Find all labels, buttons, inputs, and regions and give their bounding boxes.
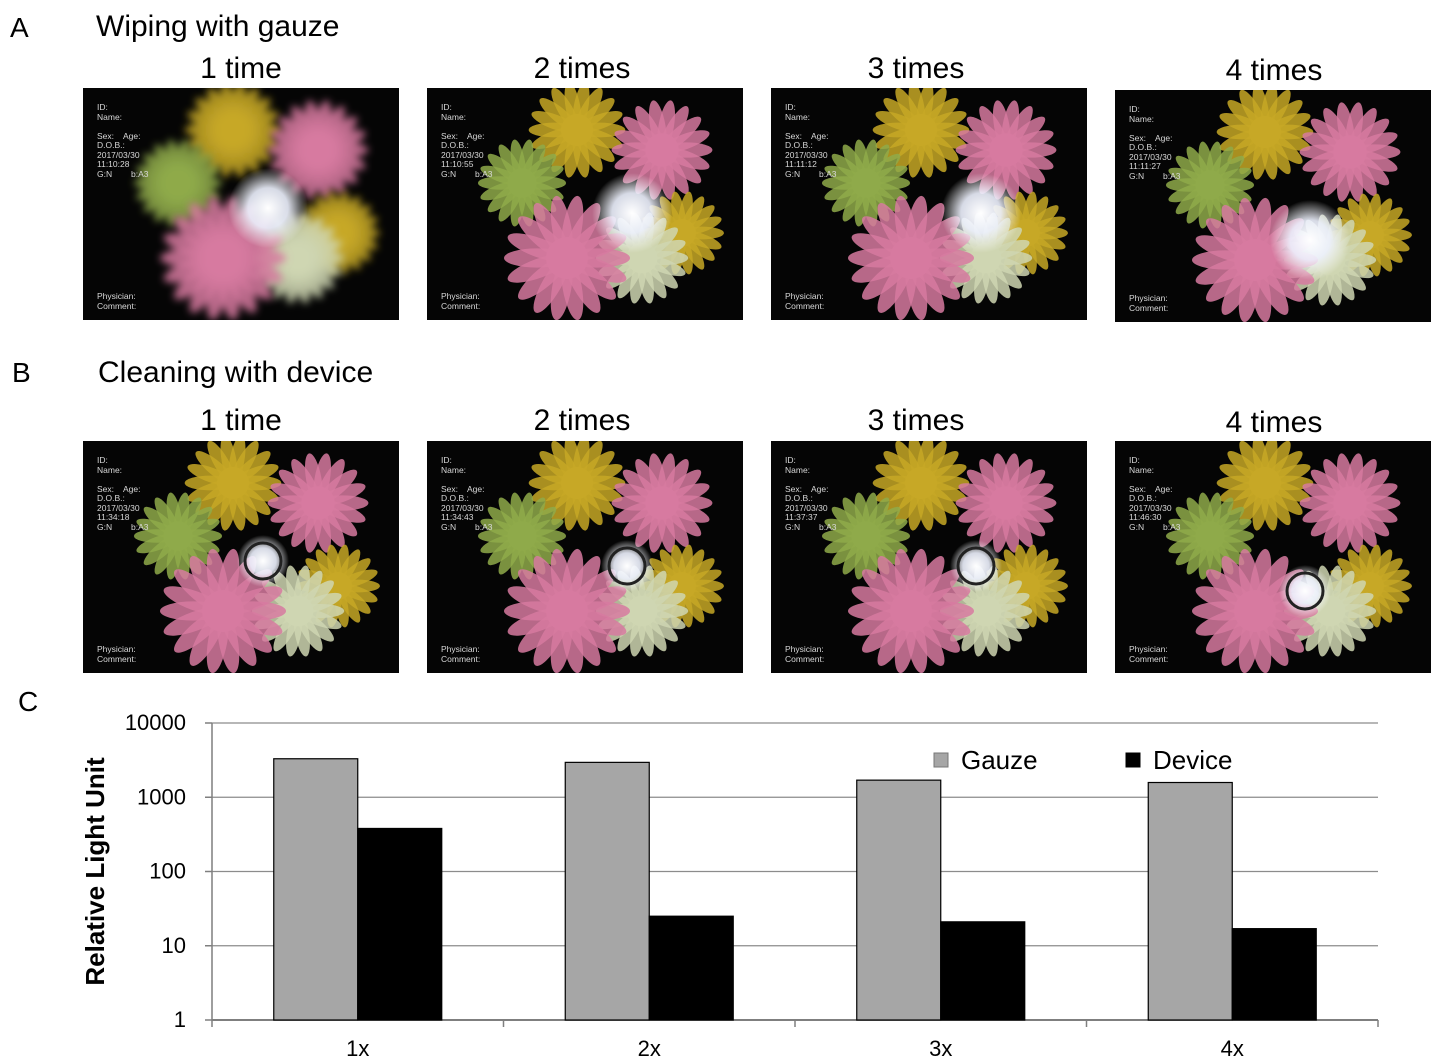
frame-overlay-text: ID: Name: Sex: Age: D.O.B.: 2017/03/30 1… — [1129, 104, 1181, 181]
panel-a-frame-3: ID: Name: Sex: Age: D.O.B.: 2017/03/30 1… — [771, 88, 1087, 320]
frame-overlay-text: ID: Name: Sex: Age: D.O.B.: 2017/03/30 1… — [1129, 455, 1181, 532]
panel-letter-a: A — [10, 12, 29, 43]
panel-b-frame-2: ID: Name: Sex: Age: D.O.B.: 2017/03/30 1… — [427, 441, 743, 673]
y-tick-label: 10 — [162, 933, 186, 958]
panel-b-frame-1: ID: Name: Sex: Age: D.O.B.: 2017/03/30 1… — [83, 441, 399, 673]
panel-b-frame-4: ID: Name: Sex: Age: D.O.B.: 2017/03/30 1… — [1115, 441, 1431, 673]
frame-overlay-text: ID: Name: Sex: Age: D.O.B.: 2017/03/30 1… — [441, 455, 493, 532]
frame-overlay-text: ID: Name: Sex: Age: D.O.B.: 2017/03/30 1… — [441, 102, 493, 179]
legend-label-gauze: Gauze — [961, 745, 1038, 775]
flower-scene — [133, 441, 380, 673]
legend-label-device: Device — [1153, 745, 1232, 775]
bar-gauze-4x — [1147, 781, 1233, 1021]
frame-footer-text: Physician: Comment: — [1129, 644, 1169, 664]
flower-scene — [1165, 90, 1412, 322]
legend-swatch-device — [1125, 752, 1141, 768]
panel-b-label-3: 3 times — [867, 404, 965, 437]
y-tick-label: 10000 — [125, 710, 186, 735]
bar-device-3x — [940, 921, 1026, 1021]
y-tick-label: 100 — [149, 859, 186, 884]
y-axis-label: Relative Light Unit — [80, 757, 110, 986]
legend-swatch-gauze — [933, 752, 949, 768]
flower-scene — [821, 441, 1068, 673]
x-tick-label: 3x — [929, 1036, 952, 1059]
panel-b-frame-3: ID: Name: Sex: Age: D.O.B.: 2017/03/30 1… — [771, 441, 1087, 673]
frame-overlay-text: ID: Name: Sex: Age: D.O.B.: 2017/03/30 1… — [785, 102, 837, 179]
panel-b-label-4: 4 times — [1225, 406, 1323, 439]
bar-device-2x — [648, 915, 734, 1021]
frame-footer-text: Physician: Comment: — [441, 644, 481, 664]
bar-chart: 1 10 100 1000 10000 Relative Light Unit 1x 2x 3x… — [80, 710, 1379, 1059]
y-tick-label: 1 — [174, 1007, 186, 1032]
panel-a-label-4: 4 times — [1225, 54, 1323, 87]
frame-footer-text: Physician: Comment: — [97, 644, 137, 664]
panel-a-label-3: 3 times — [867, 52, 965, 85]
x-tick-label: 2x — [638, 1036, 661, 1059]
frame-overlay-text: ID: Name: Sex: Age: D.O.B.: 2017/03/30 1… — [785, 455, 837, 532]
frame-footer-text: Physician: Comment: — [97, 291, 137, 311]
frame-footer-text: Physician: Comment: — [785, 644, 825, 664]
panel-b-label-1: 1 time — [200, 404, 282, 437]
y-tick-label: 1000 — [137, 784, 186, 809]
panel-a-frame-1: ID: Name: Sex: Age: D.O.B.: 2017/03/30 1… — [83, 88, 399, 320]
frame-footer-text: Physician: Comment: — [441, 291, 481, 311]
bar-gauze-2x — [564, 761, 650, 1021]
panel-b-title: Cleaning with device — [98, 356, 374, 389]
frame-footer-text: Physician: Comment: — [1129, 293, 1169, 313]
panel-letter-b: B — [12, 357, 31, 388]
x-tick-label: 1x — [346, 1036, 369, 1059]
flower-scene — [477, 88, 724, 320]
bar-device-4x — [1231, 928, 1317, 1021]
panel-a-title: Wiping with gauze — [96, 10, 340, 43]
panel-b-label-2: 2 times — [533, 404, 631, 437]
panel-a-label-1: 1 time — [200, 52, 282, 85]
panel-letter-c: C — [18, 686, 39, 717]
bar-gauze-3x — [856, 779, 942, 1021]
flower-scene — [477, 441, 724, 673]
flower-scene — [1165, 441, 1412, 673]
frame-overlay-text: ID: Name: Sex: Age: D.O.B.: 2017/03/30 1… — [97, 102, 149, 179]
panel-a-frame-4: ID: Name: Sex: Age: D.O.B.: 2017/03/30 1… — [1115, 90, 1431, 322]
panel-a-label-2: 2 times — [533, 52, 631, 85]
frame-overlay-text: ID: Name: Sex: Age: D.O.B.: 2017/03/30 1… — [97, 455, 149, 532]
flower-scene — [133, 88, 380, 320]
flower-scene — [821, 88, 1068, 320]
bar-device-1x — [357, 827, 443, 1021]
bar-gauze-1x — [273, 758, 359, 1021]
frame-footer-text: Physician: Comment: — [785, 291, 825, 311]
panel-a-frame-2: ID: Name: Sex: Age: D.O.B.: 2017/03/30 1… — [427, 88, 743, 320]
x-tick-label: 4x — [1221, 1036, 1244, 1059]
